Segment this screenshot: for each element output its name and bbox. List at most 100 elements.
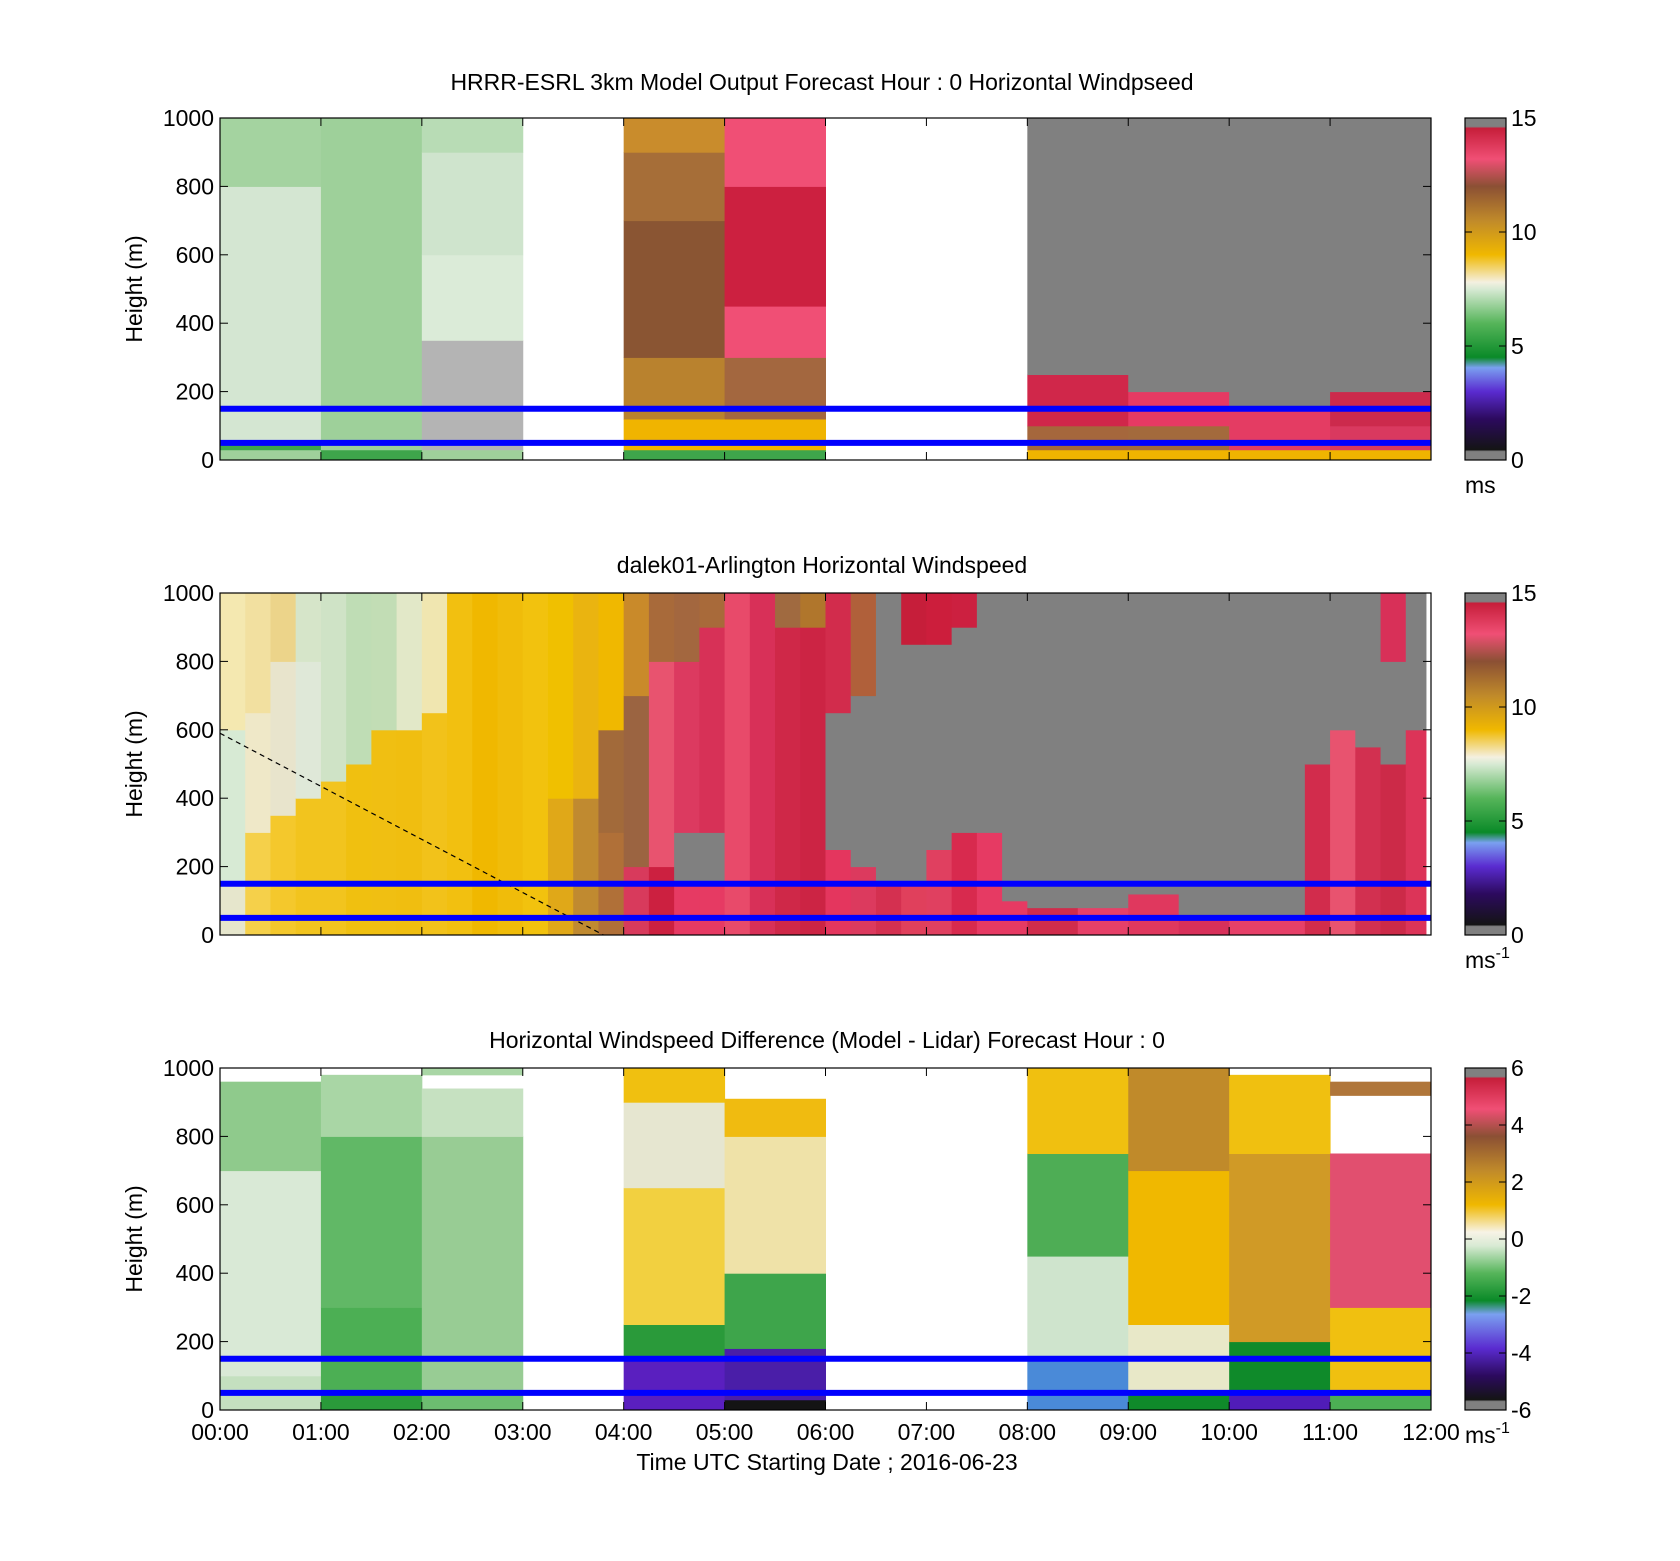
colorbar-tick-label: 10 [1511,694,1537,720]
heatmap-cell [1027,1256,1129,1360]
heatmap-cell [371,593,398,731]
heatmap-cell [674,593,700,662]
panel-difference-title: Horizontal Windspeed Difference (Model -… [489,1027,1165,1053]
heatmap-cell [623,1068,726,1103]
heatmap-cell [623,449,726,461]
heatmap-cell [648,593,675,662]
heatmap-cell [825,849,852,936]
colorbar-tick-label: 15 [1511,105,1537,131]
heatmap-cell [1229,1392,1331,1411]
heatmap-cell [926,644,953,850]
colorbar-unit-label: ms-1 [1465,1420,1510,1448]
y-tick-label: 0 [201,922,214,948]
heatmap-cell [1027,1358,1129,1411]
y-tick-label: 0 [201,447,214,473]
heatmap-cell [1304,764,1331,936]
heatmap-cell [724,1136,826,1274]
heatmap-cell [623,152,726,222]
heatmap-cell [926,849,953,936]
heatmap-cell [1330,425,1432,451]
heatmap-cell [245,712,271,833]
heatmap-cell [623,1102,726,1189]
colorbar-gradient [1464,592,1507,936]
heatmap-cell [1229,917,1306,936]
heatmap-cell [1330,729,1356,936]
heatmap-cell [1027,593,1079,909]
heatmap-cell [547,798,574,936]
heatmap-cell [320,781,347,936]
heatmap-cell [1330,1307,1432,1394]
heatmap-cell [1128,425,1230,451]
heatmap-cell [724,118,826,187]
heatmap-cell [1178,593,1230,915]
heatmap-cell [1330,118,1432,393]
heatmap-cell [220,1170,322,1377]
heatmap-cell [724,1098,826,1137]
y-tick-label: 1000 [163,580,214,606]
heatmap-cell [1380,661,1407,765]
heatmap-cell [724,1273,826,1349]
heatmap-cell [1229,1341,1331,1394]
colorbar-tick-label: 0 [1511,922,1524,948]
heatmap-cell [421,254,524,341]
panel-lidar-ylabel: Height (m) [121,710,147,817]
panel-lidar: dalek01-Arlington Horizontal Windspeed 0… [121,552,1537,973]
heatmap-cell [320,1074,423,1137]
colorbar-tick-label: 5 [1511,808,1524,834]
heatmap-cell [623,866,650,936]
colorbar-tick-label: 0 [1511,447,1524,473]
panel-difference-plot: 0 200 400 600 800 1000 00:00 01:00 02:00 03:00 04:… [163,1055,1460,1445]
colorbar-unit-label: ms [1465,472,1496,498]
heatmap-cell [648,866,675,936]
heatmap-cell [724,186,826,307]
heatmap-cell [1027,425,1129,451]
heatmap-cell [1027,118,1129,375]
heatmap-cell [320,449,423,461]
heatmap-cell [320,1392,423,1411]
heatmap-cell [623,1324,726,1360]
panel-model-title: HRRR-ESRL 3km Model Output Forecast Hour… [450,69,1193,95]
heatmap-cell [573,593,599,799]
heatmap-cell [320,593,347,782]
heatmap-cell [1027,449,1129,461]
heatmap-cell [421,152,524,256]
heatmap-cell [1330,1153,1432,1308]
heatmap-cell [724,306,826,358]
heatmap-cell [1380,764,1407,936]
heatmap-cell [220,118,322,187]
colorbar-tick-label: -4 [1511,1340,1532,1366]
heatmap-cell [320,118,423,451]
x-tick-label: 06:00 [797,1419,855,1445]
colorbar-tick-label: 4 [1511,1112,1524,1138]
x-tick-label: 04:00 [595,1419,653,1445]
y-tick-label: 600 [176,242,214,268]
heatmap-cell [1330,1392,1432,1411]
heatmap-cell [1355,593,1382,748]
heatmap-cell [724,593,751,936]
heatmap-cell [1304,593,1331,765]
heatmap-cell [800,593,826,628]
heatmap-cell [699,883,726,936]
x-tick-label: 02:00 [393,1419,451,1445]
heatmap-cell [648,661,675,868]
y-tick-label: 200 [176,379,214,405]
heatmap-cell [699,627,726,833]
heatmap-cell [220,442,322,451]
heatmap-cell [1077,593,1129,909]
heatmap-cell [850,593,877,697]
heatmap-cell [976,593,1003,833]
heatmap-cell [421,712,448,936]
y-tick-label: 400 [176,785,214,811]
panel-difference-xlabel: Time UTC Starting Date ; 2016-06-23 [636,1449,1017,1475]
heatmap-cell [1330,449,1432,461]
heatmap-cell [1229,118,1331,410]
y-tick-label: 800 [176,173,214,199]
heatmap-cell [623,1358,726,1411]
heatmap-cell [623,695,650,868]
heatmap-cell [623,220,726,358]
heatmap-cell [674,832,700,885]
heatmap-cell [421,449,524,461]
heatmap-cell [699,832,726,885]
heatmap-cell [800,627,826,936]
